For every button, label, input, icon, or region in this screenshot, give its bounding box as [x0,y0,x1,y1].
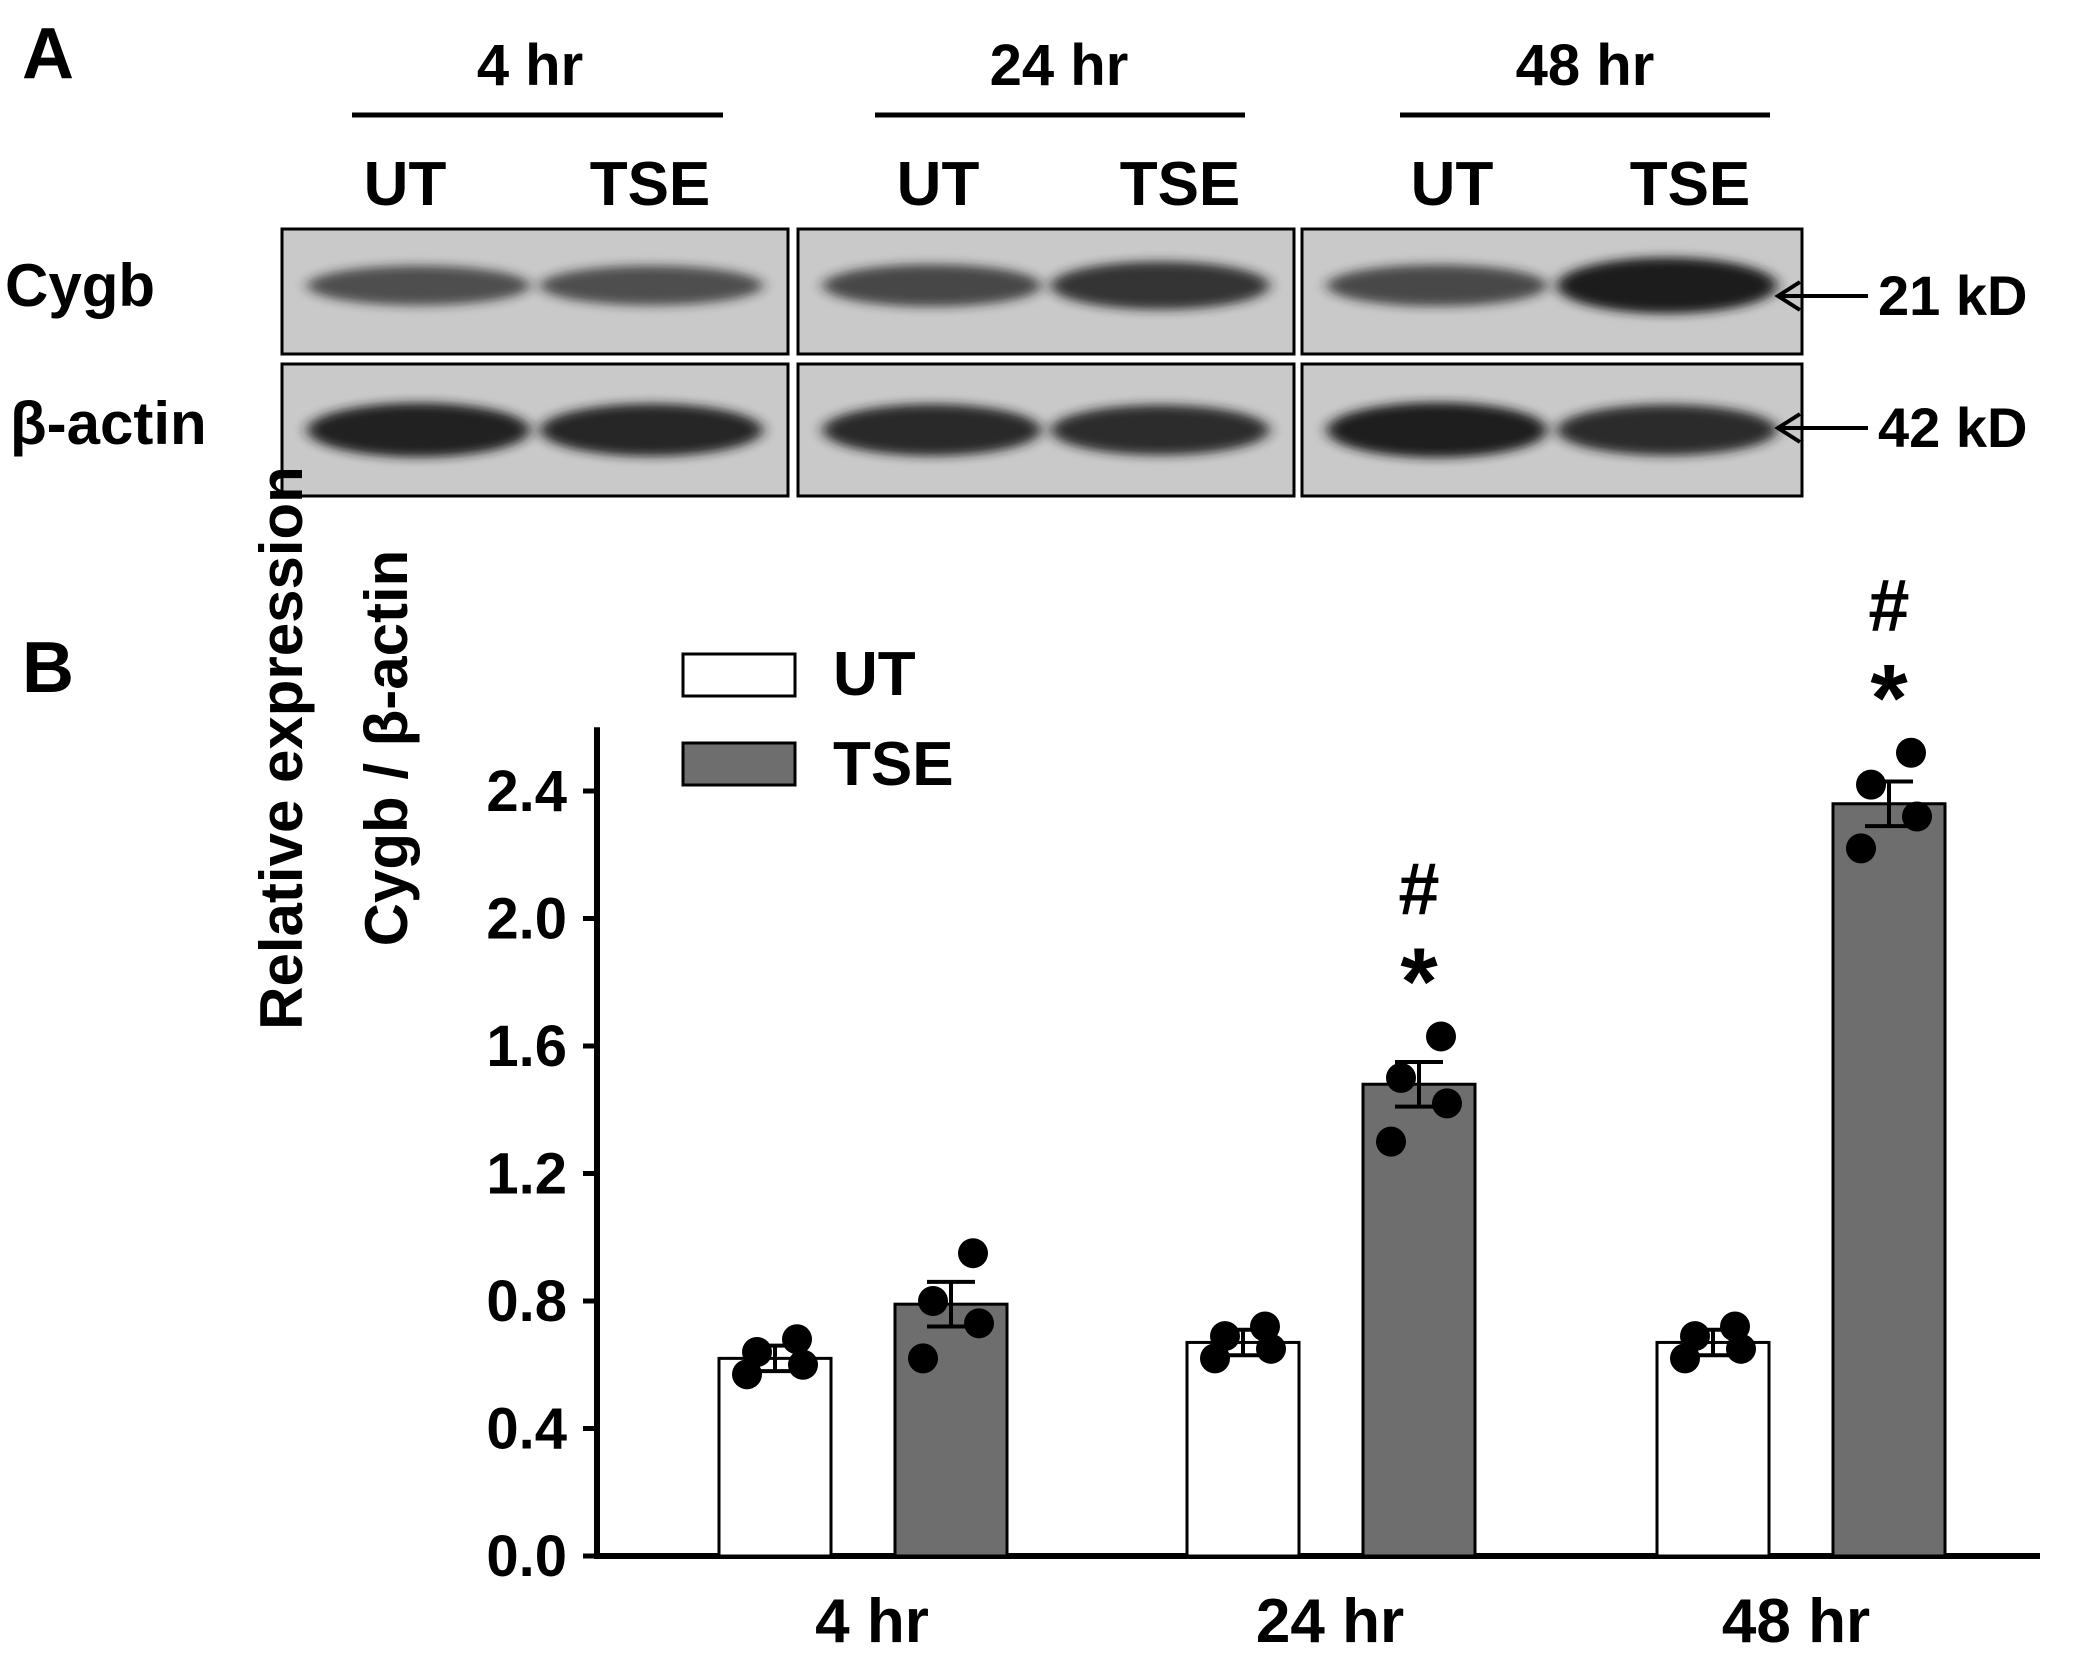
blot-timepoint-4hr: 4 hr [477,33,583,98]
data-point [1902,801,1932,832]
data-point [1720,1311,1750,1342]
blot-timepoint-48hr: 48 hr [1516,33,1655,98]
blot-images [280,227,1804,498]
lane-labels: UT TSE UT TSE UT TSE [364,150,1751,219]
marker-label-42kd: 42 kD [1878,396,2027,459]
lane-label-tse-4hr: TSE [590,150,711,219]
data-point [788,1349,818,1380]
timepoint-headers: 4 hr 24 hr 48 hr [352,33,1770,118]
blot-band-cygb-tse-48hr [1557,257,1777,314]
blot-band-actin-ut-24hr [822,404,1042,456]
blot-band-cygb-ut-48hr [1327,264,1547,307]
blot-band-actin-tse-4hr [540,403,763,457]
blot-band-cygb-tse-24hr [1050,261,1270,310]
row-label-beta-actin: β-actin [10,390,207,457]
data-point [964,1308,994,1339]
y-axis-title-line-2: Cygb / β-actin [353,550,420,947]
y-tick-label: 1.6 [486,1014,567,1079]
lane-label-ut-24hr: UT [897,150,980,219]
y-tick-label: 0.4 [486,1397,567,1462]
y-axis-title-line-1: Relative expression [248,466,315,1030]
lane-label-tse-48hr: TSE [1630,150,1751,219]
blot-band-cygb-tse-4hr [540,265,763,306]
data-point [958,1238,988,1269]
bar-ut-4hr [717,1356,833,1558]
data-point [1896,737,1926,768]
y-tick-label: 0.8 [486,1269,567,1334]
y-tick-label: 2.4 [486,759,567,824]
marker-beta-actin: 42 kD [1774,396,2027,459]
data-point [918,1286,948,1316]
blot-band-actin-ut-4hr [307,402,530,458]
data-point [1846,833,1876,864]
data-point [1376,1126,1406,1157]
data-point [1210,1321,1240,1352]
panel-b: B UT TSE Relative expression Cygb / β-ac… [22,466,2040,1656]
panel-b-label: B [22,628,74,708]
significance-star: * [1870,645,1908,752]
lane-label-tse-24hr: TSE [1120,150,1241,219]
panel-a-label: A [22,14,74,94]
significance-hash: # [1398,847,1439,930]
bar-ut-24hr [1185,1340,1301,1558]
marker-arrowhead-beta-actin [1774,412,1802,444]
data-point [782,1324,812,1355]
legend-swatch-ut [681,652,797,698]
significance-star: * [1400,928,1438,1035]
lane-label-ut-4hr: UT [364,150,447,219]
x-tick-label: 4 hr [815,1587,929,1656]
data-point [1386,1062,1416,1093]
marker-cygb: 21 kD [1774,264,2027,327]
data-point [1432,1088,1462,1119]
data-point [1670,1343,1700,1374]
data-point [742,1337,772,1367]
blot-band-actin-ut-48hr [1327,402,1547,458]
blot-band-actin-tse-48hr [1557,404,1777,456]
y-axis-title: Relative expression Cygb / β-actin [248,466,420,1030]
bar-tse-4hr [893,1302,1009,1558]
data-point [1856,769,1886,800]
blot-timepoint-24hr: 24 hr [990,33,1129,98]
data-point [732,1359,762,1390]
bar-tse-48hr [1831,802,1947,1558]
row-label-cygb: Cygb [5,252,155,319]
marker-arrowhead-cygb [1774,280,1802,312]
legend-swatch-tse [681,741,797,787]
data-point [1200,1343,1230,1374]
x-tick-label: 48 hr [1722,1587,1870,1656]
data-point [1680,1321,1710,1352]
significance-hash: # [1868,564,1909,647]
marker-label-21kd: 21 kD [1878,264,2027,327]
y-tick-label: 2.0 [486,887,567,952]
blot-band-cygb-ut-4hr [307,265,530,306]
blot-band-actin-tse-24hr [1050,404,1270,456]
data-point [1426,1021,1456,1052]
data-point [1250,1311,1280,1342]
y-tick-label: 1.2 [486,1142,567,1207]
data-point [908,1343,938,1374]
bar-tse-24hr [1361,1082,1477,1558]
x-tick-label: 24 hr [1256,1587,1404,1656]
bar-ut-48hr [1655,1340,1771,1558]
legend-label-tse: TSE [833,730,954,799]
y-tick-label: 0.0 [486,1524,567,1589]
panel-a: A 4 hr 24 hr 48 hr UT TSE UT TSE UT TSE … [5,14,2027,498]
blot-band-cygb-ut-24hr [822,264,1042,307]
lane-label-ut-48hr: UT [1411,150,1494,219]
legend-label-ut: UT [833,640,916,709]
legend: UT TSE [681,640,954,799]
plot-area: 0.00.40.81.21.62.02.44 hr 24 hr 48 hr*#*# [486,564,2040,1656]
